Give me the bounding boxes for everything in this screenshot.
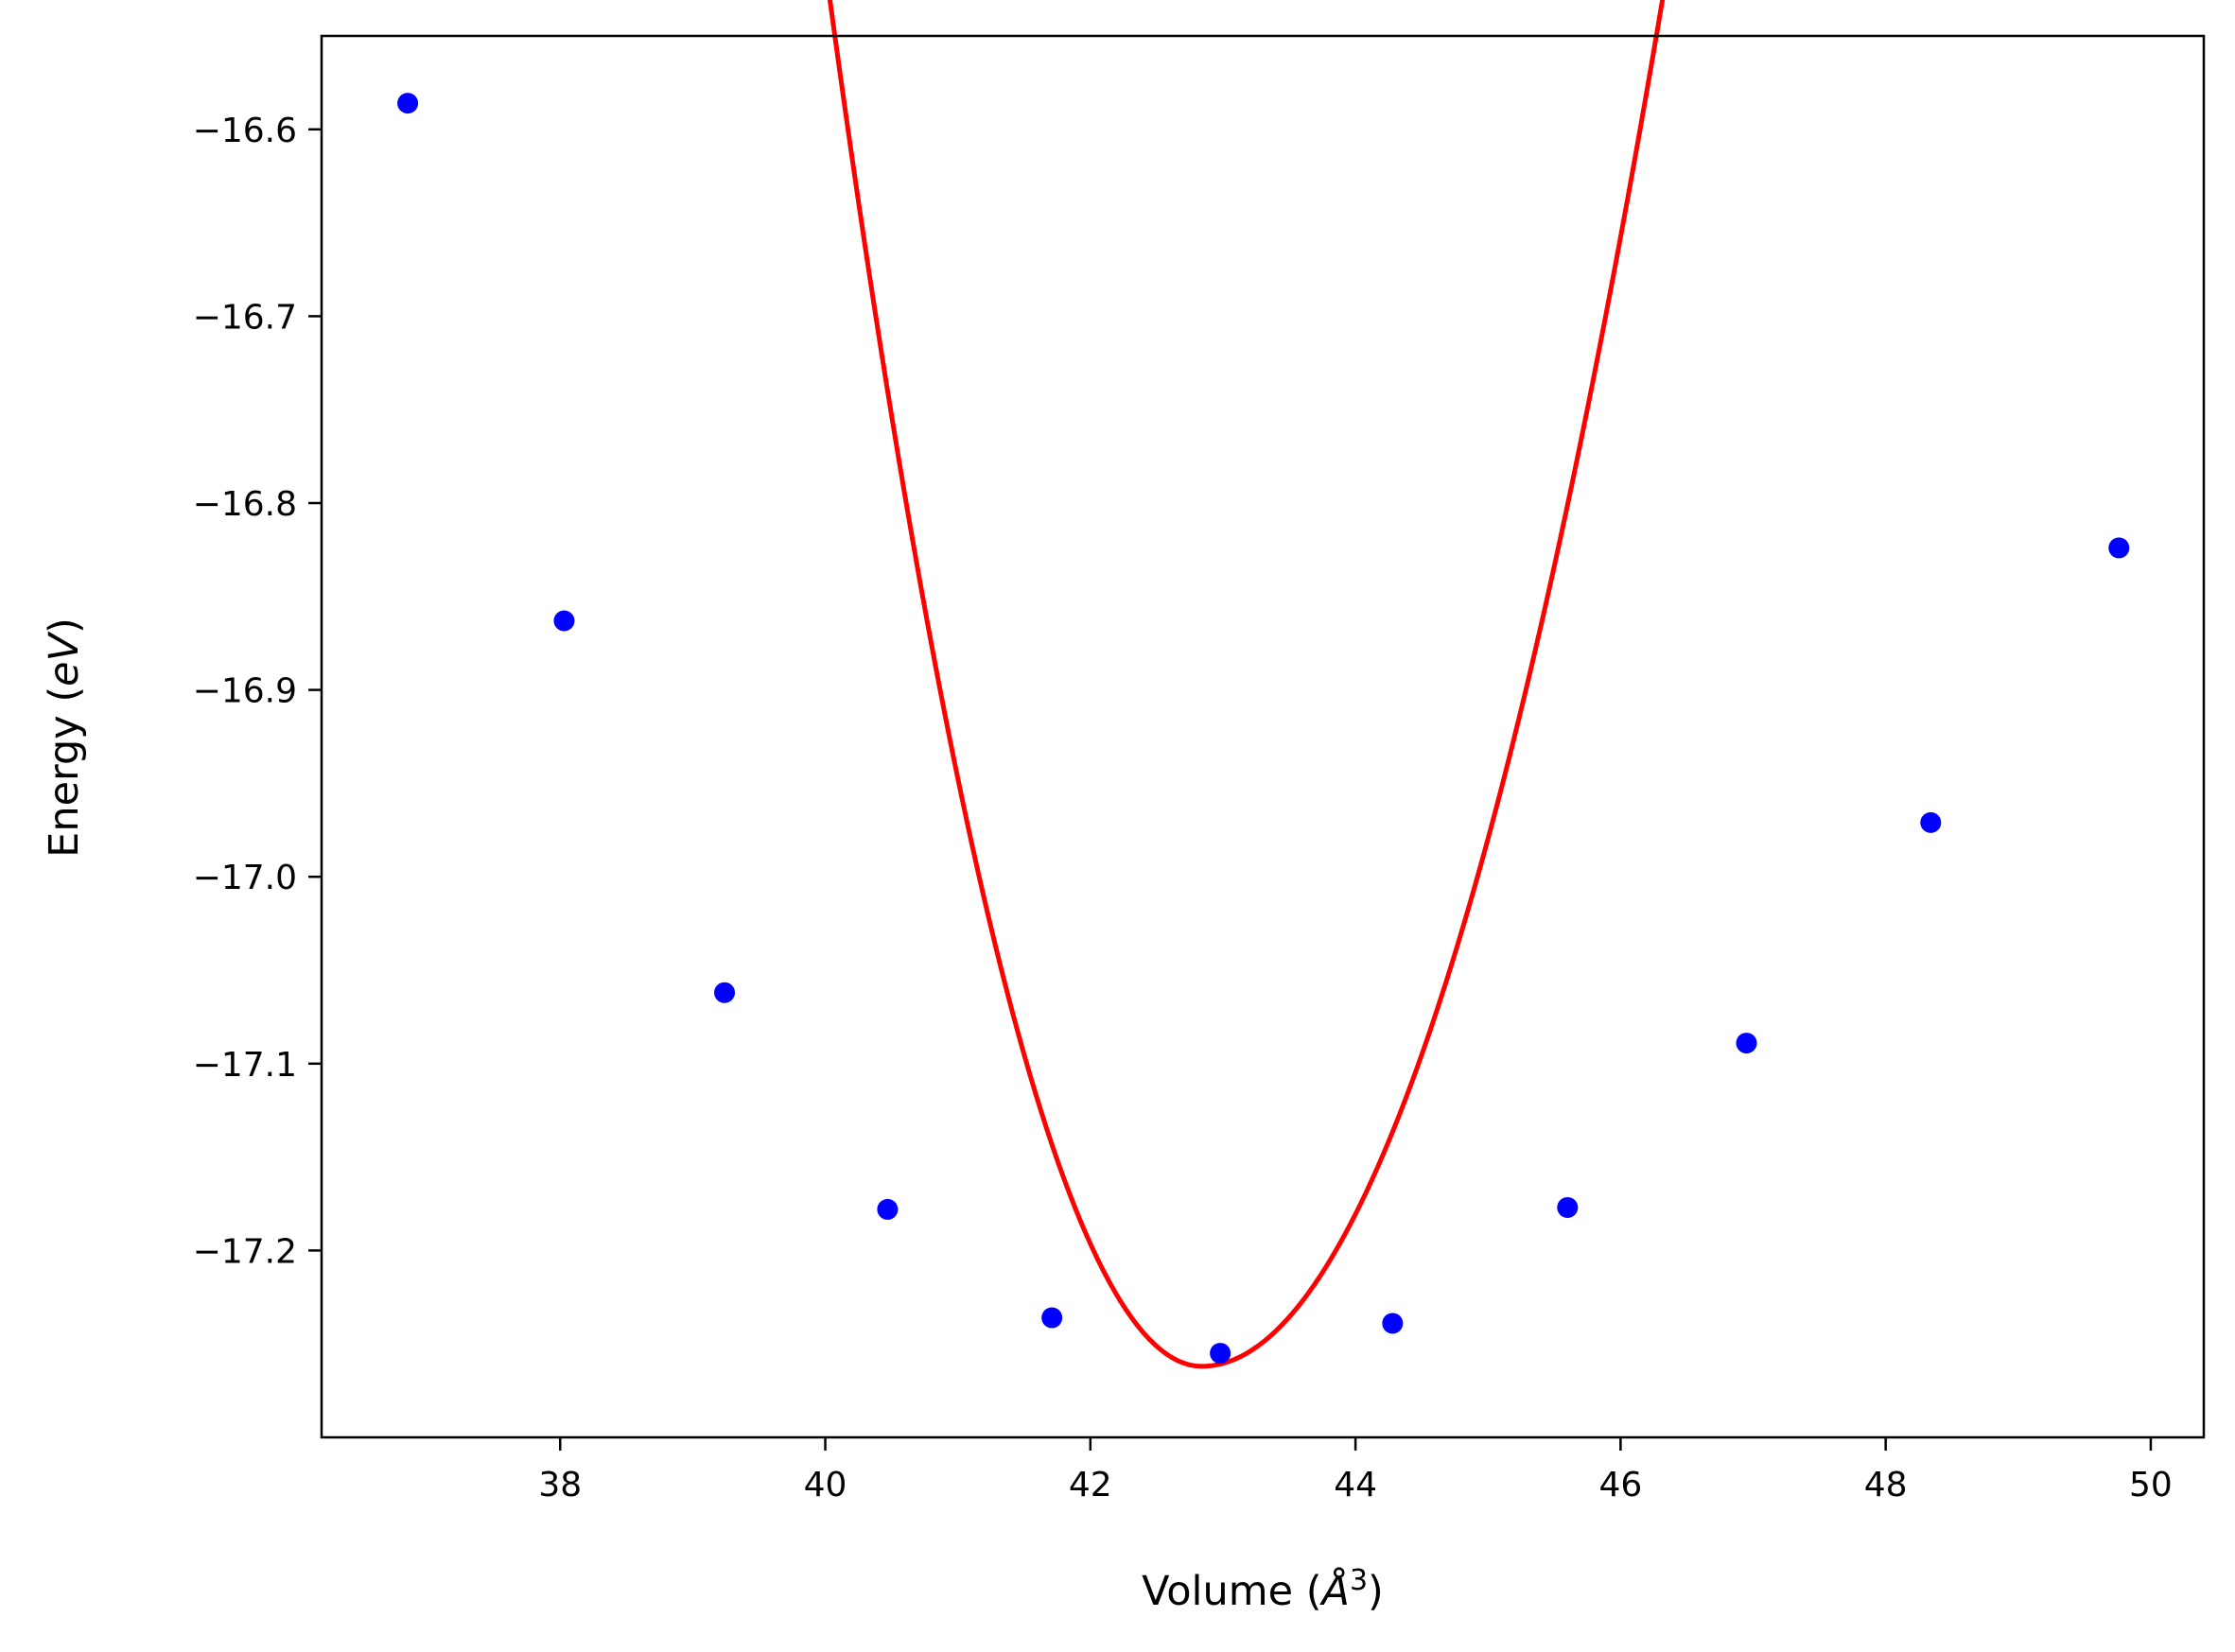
- data-point: [2108, 537, 2130, 559]
- y-tick-label: −16.8: [193, 485, 297, 524]
- data-points-layer: [397, 93, 2130, 1365]
- x-axis-ticks: 38 40 42 44 46 48 50: [538, 1437, 2173, 1504]
- y-tick-label: −16.9: [193, 672, 297, 711]
- x-tick-label: 40: [804, 1466, 847, 1504]
- y-tick-label: −16.7: [193, 298, 297, 337]
- x-axis-label: Volume (Å3): [1142, 1564, 1384, 1615]
- x-tick-label: 38: [538, 1466, 582, 1504]
- x-tick-label: 46: [1598, 1466, 1642, 1504]
- data-point: [553, 610, 575, 632]
- y-axis-label: Energy (eV): [41, 617, 88, 858]
- data-point: [1557, 1196, 1579, 1218]
- x-tick-label: 48: [1864, 1466, 1908, 1504]
- x-tick-label: 44: [1334, 1466, 1377, 1504]
- fit-curve: [827, 0, 1666, 1369]
- y-tick-label: −17.1: [193, 1046, 297, 1085]
- y-axis-ticks: −16.6 −16.7 −16.8 −16.9 −17.0 −17.1 −17.2: [193, 112, 322, 1271]
- x-tick-label: 42: [1069, 1466, 1112, 1504]
- plot-frame: [320, 34, 2206, 1439]
- fit-curve-layer: [827, 0, 1666, 1369]
- data-point: [1210, 1343, 1231, 1365]
- y-tick-label: −17.0: [193, 859, 297, 897]
- data-point: [1382, 1313, 1404, 1334]
- data-point: [877, 1198, 899, 1220]
- data-point: [1920, 811, 1942, 833]
- data-point: [714, 982, 736, 1003]
- y-tick-label: −16.6: [193, 112, 297, 150]
- y-tick-label: −17.2: [193, 1232, 297, 1271]
- x-tick-label: 50: [2129, 1466, 2173, 1504]
- data-point: [397, 93, 419, 114]
- data-point: [1041, 1307, 1063, 1329]
- data-point: [1736, 1033, 1757, 1054]
